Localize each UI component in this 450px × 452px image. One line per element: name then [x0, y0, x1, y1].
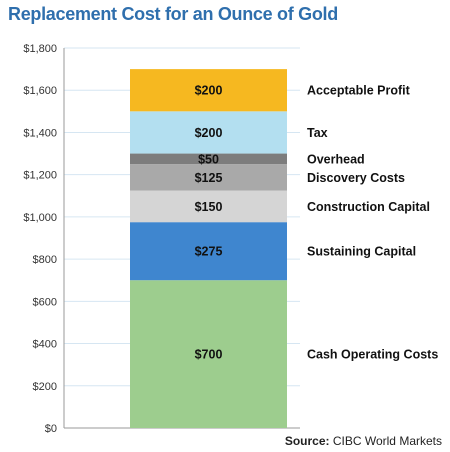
y-tick-label: $1,600 — [23, 85, 57, 97]
segment-value-label: $125 — [195, 171, 223, 185]
segment-category-label: Cash Operating Costs — [307, 348, 438, 362]
source-prefix: Source: — [284, 434, 330, 448]
source-text: CIBC World Markets — [332, 434, 442, 448]
segment-value-label: $50 — [198, 152, 219, 166]
source-note: Source: CIBC World Markets — [285, 434, 442, 448]
y-tick-label: $400 — [33, 339, 57, 351]
bar-segment — [130, 153, 287, 165]
segment-value-label: $200 — [195, 126, 223, 140]
segment-category-label: Tax — [307, 126, 328, 140]
y-tick-label: $1,800 — [23, 43, 57, 55]
y-tick-label: $1,200 — [23, 170, 57, 182]
bar-segment — [130, 222, 287, 281]
bar-segment — [130, 164, 287, 191]
segment-value-label: $150 — [195, 200, 223, 214]
bar-segment — [130, 69, 287, 112]
chart-title: Replacement Cost for an Ounce of Gold — [8, 4, 338, 24]
segment-value-label: $700 — [195, 348, 223, 362]
segment-category-label: Overhead — [307, 152, 365, 166]
segment-category-label: Sustaining Capital — [307, 245, 416, 259]
segment-category-label: Acceptable Profit — [307, 84, 411, 98]
y-tick-label: $200 — [33, 381, 57, 393]
y-tick-label: $800 — [33, 254, 57, 266]
y-tick-label: $1,000 — [23, 212, 57, 224]
segment-category-label: Construction Capital — [307, 200, 430, 214]
y-tick-label: $0 — [45, 423, 57, 435]
bar-segment — [130, 190, 287, 223]
y-tick-label: $600 — [33, 296, 57, 308]
bar-segment — [130, 280, 287, 428]
bar-segment — [130, 111, 287, 154]
y-tick-label: $1,400 — [23, 127, 57, 139]
segment-value-label: $275 — [195, 245, 223, 259]
segment-category-label: Discovery Costs — [307, 171, 405, 185]
segment-value-label: $200 — [195, 84, 223, 98]
